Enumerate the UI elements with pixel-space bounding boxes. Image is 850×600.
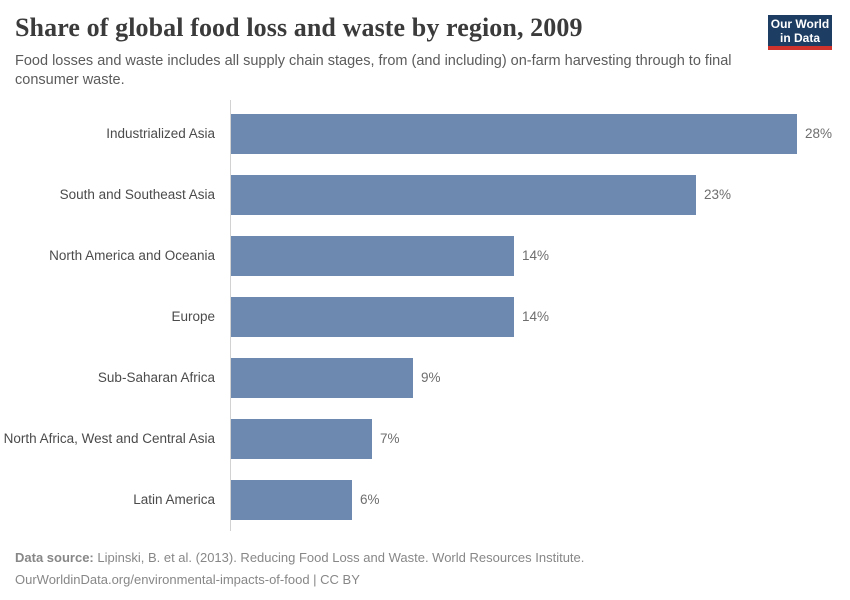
bar-row: Sub-Saharan Africa 9% xyxy=(0,347,850,408)
value-label: 14% xyxy=(522,248,550,263)
owid-logo-line2: in Data xyxy=(779,31,820,45)
value-label: 28% xyxy=(805,126,833,141)
y-axis-line xyxy=(230,100,231,531)
bar[interactable] xyxy=(231,296,514,337)
bar-row: Europe 14% xyxy=(0,286,850,347)
value-label: 7% xyxy=(380,431,400,446)
category-label: Industrialized Asia xyxy=(106,126,215,141)
bar[interactable] xyxy=(231,113,797,154)
category-label: Sub-Saharan Africa xyxy=(97,370,215,385)
category-label: North America and Oceania xyxy=(49,248,215,263)
bar[interactable] xyxy=(231,479,352,520)
bar-row: North Africa, West and Central Asia 7% xyxy=(0,408,850,469)
bar-track: 14% xyxy=(223,235,850,276)
bar[interactable] xyxy=(231,174,696,215)
bar-row: North America and Oceania 14% xyxy=(0,225,850,286)
value-label: 14% xyxy=(522,309,550,324)
plot-area: Industrialized Asia 28% South and Southe… xyxy=(0,103,850,530)
value-label: 9% xyxy=(421,370,441,385)
owid-logo-line1: Our World xyxy=(770,17,830,31)
category-label: Latin America xyxy=(133,492,215,507)
data-source-label: Data source: xyxy=(15,550,94,565)
bar-track: 6% xyxy=(223,479,850,520)
bar[interactable] xyxy=(231,235,514,276)
bar-track: 7% xyxy=(223,418,850,459)
bar-track: 14% xyxy=(223,296,850,337)
bar[interactable] xyxy=(231,357,413,398)
bar-row: South and Southeast Asia 23% xyxy=(0,164,850,225)
attribution-line: OurWorldinData.org/environmental-impacts… xyxy=(15,572,360,587)
data-source-line: Data source: Lipinski, B. et al. (2013).… xyxy=(15,547,584,569)
bar-track: 9% xyxy=(223,357,850,398)
value-label: 6% xyxy=(360,492,380,507)
bar-row: Latin America 6% xyxy=(0,469,850,530)
owid-logo: Our World in Data xyxy=(768,15,832,50)
bar-track: 28% xyxy=(223,113,850,154)
chart-footer: Data source: Lipinski, B. et al. (2013).… xyxy=(15,547,584,591)
category-label: South and Southeast Asia xyxy=(59,187,215,202)
chart-subtitle: Food losses and waste includes all suppl… xyxy=(15,53,732,89)
bar-track: 23% xyxy=(223,174,850,215)
value-label: 23% xyxy=(704,187,732,202)
category-label: Europe xyxy=(171,309,215,324)
category-label: North Africa, West and Central Asia xyxy=(3,431,215,446)
chart-title: Share of global food loss and waste by r… xyxy=(15,13,583,42)
bar-row: Industrialized Asia 28% xyxy=(0,103,850,164)
data-source-text: Lipinski, B. et al. (2013). Reducing Foo… xyxy=(93,550,585,565)
bar[interactable] xyxy=(231,418,372,459)
